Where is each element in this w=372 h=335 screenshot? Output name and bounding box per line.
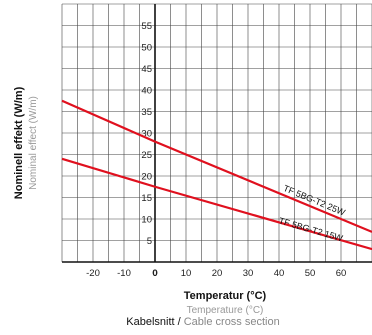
x-tick-label: 30 bbox=[243, 268, 254, 279]
footer-separator: / bbox=[174, 316, 184, 328]
y-tick-label: 50 bbox=[141, 43, 152, 54]
x-tick-label: 60 bbox=[336, 268, 347, 279]
y-tick-label: 20 bbox=[141, 172, 152, 183]
y-axis-label-secondary: Nominal effect (W/m) bbox=[28, 96, 39, 190]
series-label-1: TF 5BG-T2 25W bbox=[282, 183, 347, 218]
y-axis-label: Nominell effekt (W/m) bbox=[13, 86, 25, 199]
y-tick-label: 35 bbox=[141, 107, 152, 118]
x-tick-label: 0 bbox=[152, 268, 157, 279]
axes bbox=[62, 4, 372, 263]
grid bbox=[61, 3, 372, 262]
y-tick-label: 40 bbox=[141, 86, 152, 97]
y-tick-label: 15 bbox=[141, 193, 152, 204]
x-axis-label: Temperatur (°C) bbox=[183, 290, 267, 302]
x-tick-label: 40 bbox=[274, 268, 285, 279]
y-tick-label: 30 bbox=[141, 129, 152, 140]
y-tick-label: 45 bbox=[141, 64, 152, 75]
series-line-1 bbox=[61, 99, 372, 233]
y-tick-label: 55 bbox=[141, 21, 152, 32]
x-tick-label-zero: 0 bbox=[152, 268, 157, 279]
series-line-2 bbox=[61, 157, 372, 251]
tick-labels: -20 -10 0 10 20 30 40 50 60051015202530354045505… bbox=[86, 21, 346, 279]
series-lines bbox=[61, 99, 372, 251]
y-tick-label: 25 bbox=[141, 150, 152, 161]
x-axis-label-secondary: Temperature (°C) bbox=[186, 305, 264, 316]
x-tick-label: 20 bbox=[212, 268, 223, 279]
series-label-2: TF 5BG-T2 15W bbox=[278, 216, 345, 244]
footer-primary: Kabelsnitt bbox=[126, 316, 175, 328]
x-tick-label: -20 bbox=[86, 268, 100, 279]
x-tick-label: 50 bbox=[305, 268, 316, 279]
y-tick-label: 10 bbox=[141, 215, 152, 226]
footer-secondary: Cable cross section bbox=[183, 316, 280, 328]
y-tick-label: 5 bbox=[147, 236, 152, 247]
x-tick-label: -10 bbox=[117, 268, 131, 279]
footer-caption: Kabelsnitt / Cable cross section bbox=[88, 316, 318, 328]
x-tick-label: 10 bbox=[181, 268, 192, 279]
